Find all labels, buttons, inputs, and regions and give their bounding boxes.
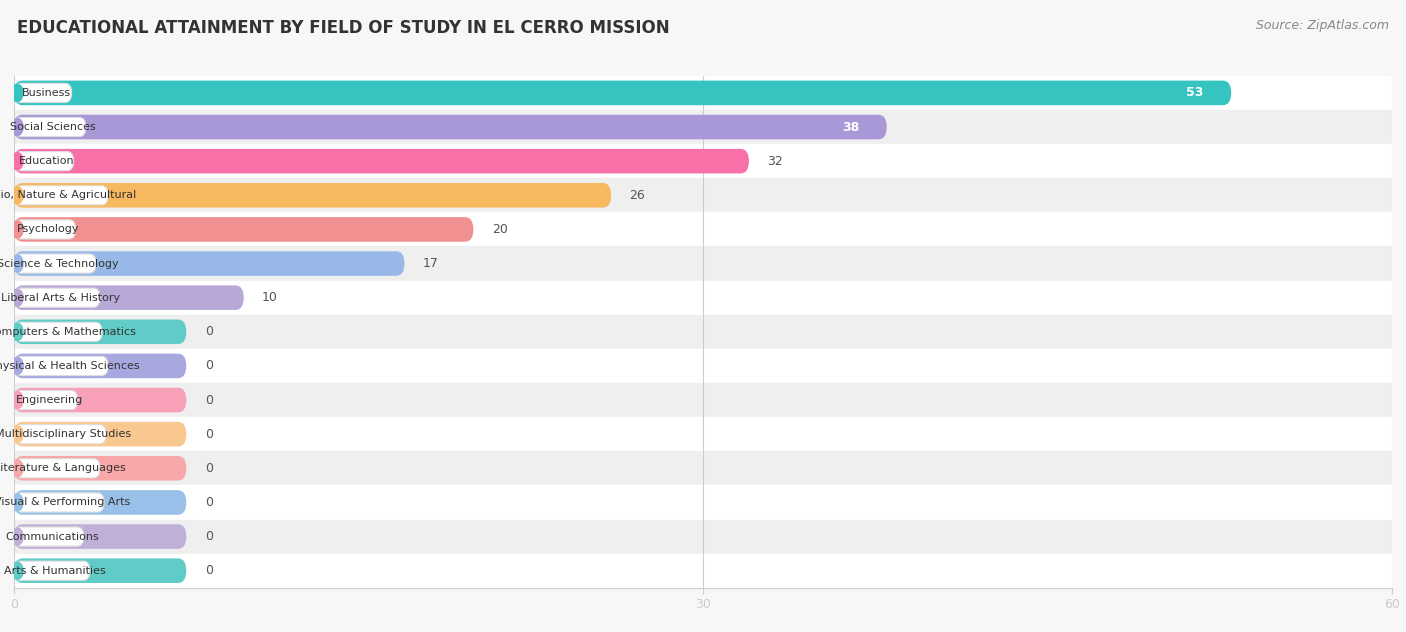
FancyBboxPatch shape [14, 252, 405, 276]
Bar [14, 110, 1392, 144]
Text: Bio, Nature & Agricultural: Bio, Nature & Agricultural [0, 190, 136, 200]
FancyBboxPatch shape [14, 391, 77, 410]
Text: 0: 0 [205, 394, 212, 406]
Bar [14, 451, 1392, 485]
Circle shape [11, 562, 22, 580]
Text: 17: 17 [423, 257, 439, 270]
FancyBboxPatch shape [14, 81, 1232, 105]
FancyBboxPatch shape [14, 559, 186, 583]
FancyBboxPatch shape [14, 525, 186, 549]
Text: 10: 10 [262, 291, 278, 304]
Bar [14, 246, 1392, 281]
Text: Business: Business [21, 88, 70, 98]
Circle shape [11, 255, 22, 272]
FancyBboxPatch shape [14, 459, 100, 478]
FancyBboxPatch shape [14, 356, 108, 375]
Text: Engineering: Engineering [15, 395, 83, 405]
Bar [14, 554, 1392, 588]
FancyBboxPatch shape [14, 322, 103, 341]
Text: Source: ZipAtlas.com: Source: ZipAtlas.com [1256, 19, 1389, 32]
Text: Liberal Arts & History: Liberal Arts & History [1, 293, 120, 303]
Circle shape [11, 152, 22, 170]
FancyBboxPatch shape [14, 149, 749, 173]
Circle shape [11, 118, 22, 136]
Circle shape [11, 84, 22, 102]
Text: 38: 38 [842, 121, 859, 133]
FancyBboxPatch shape [14, 183, 612, 207]
Text: Computers & Mathematics: Computers & Mathematics [0, 327, 136, 337]
Text: 0: 0 [205, 564, 212, 577]
Text: 53: 53 [1187, 87, 1204, 99]
FancyBboxPatch shape [14, 456, 186, 480]
Circle shape [11, 425, 22, 443]
Circle shape [11, 186, 22, 204]
FancyBboxPatch shape [14, 220, 76, 239]
FancyBboxPatch shape [14, 422, 186, 446]
Text: Literature & Languages: Literature & Languages [0, 463, 127, 473]
FancyBboxPatch shape [14, 288, 100, 307]
Text: Communications: Communications [6, 532, 98, 542]
FancyBboxPatch shape [14, 493, 104, 512]
Bar [14, 349, 1392, 383]
Text: 20: 20 [492, 223, 508, 236]
Text: Arts & Humanities: Arts & Humanities [4, 566, 105, 576]
FancyBboxPatch shape [14, 115, 887, 139]
Bar [14, 315, 1392, 349]
FancyBboxPatch shape [14, 320, 186, 344]
Text: 0: 0 [205, 325, 212, 338]
Text: 0: 0 [205, 428, 212, 441]
Bar [14, 383, 1392, 417]
FancyBboxPatch shape [14, 490, 186, 514]
Circle shape [11, 391, 22, 409]
Circle shape [11, 323, 22, 341]
FancyBboxPatch shape [14, 118, 86, 137]
Text: 26: 26 [630, 189, 645, 202]
Text: Visual & Performing Arts: Visual & Performing Arts [0, 497, 131, 507]
FancyBboxPatch shape [14, 527, 84, 546]
Bar [14, 417, 1392, 451]
Text: 0: 0 [205, 462, 212, 475]
Text: 0: 0 [205, 496, 212, 509]
Text: Science & Technology: Science & Technology [0, 258, 120, 269]
Text: 0: 0 [205, 360, 212, 372]
FancyBboxPatch shape [14, 354, 186, 378]
Text: Social Sciences: Social Sciences [10, 122, 96, 132]
Bar [14, 485, 1392, 520]
FancyBboxPatch shape [14, 286, 243, 310]
Circle shape [11, 459, 22, 477]
Circle shape [11, 357, 22, 375]
Text: 0: 0 [205, 530, 212, 543]
Bar [14, 212, 1392, 246]
FancyBboxPatch shape [14, 152, 73, 171]
Bar [14, 76, 1392, 110]
Circle shape [11, 494, 22, 511]
Text: Physical & Health Sciences: Physical & Health Sciences [0, 361, 139, 371]
Text: Education: Education [20, 156, 75, 166]
Bar [14, 144, 1392, 178]
Text: Multidisciplinary Studies: Multidisciplinary Studies [0, 429, 131, 439]
FancyBboxPatch shape [14, 254, 96, 273]
FancyBboxPatch shape [14, 83, 72, 102]
FancyBboxPatch shape [14, 217, 474, 241]
Text: EDUCATIONAL ATTAINMENT BY FIELD OF STUDY IN EL CERRO MISSION: EDUCATIONAL ATTAINMENT BY FIELD OF STUDY… [17, 19, 669, 37]
FancyBboxPatch shape [14, 186, 108, 205]
Circle shape [11, 528, 22, 545]
Bar [14, 178, 1392, 212]
Text: Psychology: Psychology [17, 224, 79, 234]
Circle shape [11, 289, 22, 307]
FancyBboxPatch shape [14, 425, 105, 444]
Text: 32: 32 [768, 155, 783, 167]
FancyBboxPatch shape [14, 388, 186, 412]
FancyBboxPatch shape [14, 561, 90, 580]
Bar [14, 281, 1392, 315]
Bar [14, 520, 1392, 554]
Circle shape [11, 221, 22, 238]
